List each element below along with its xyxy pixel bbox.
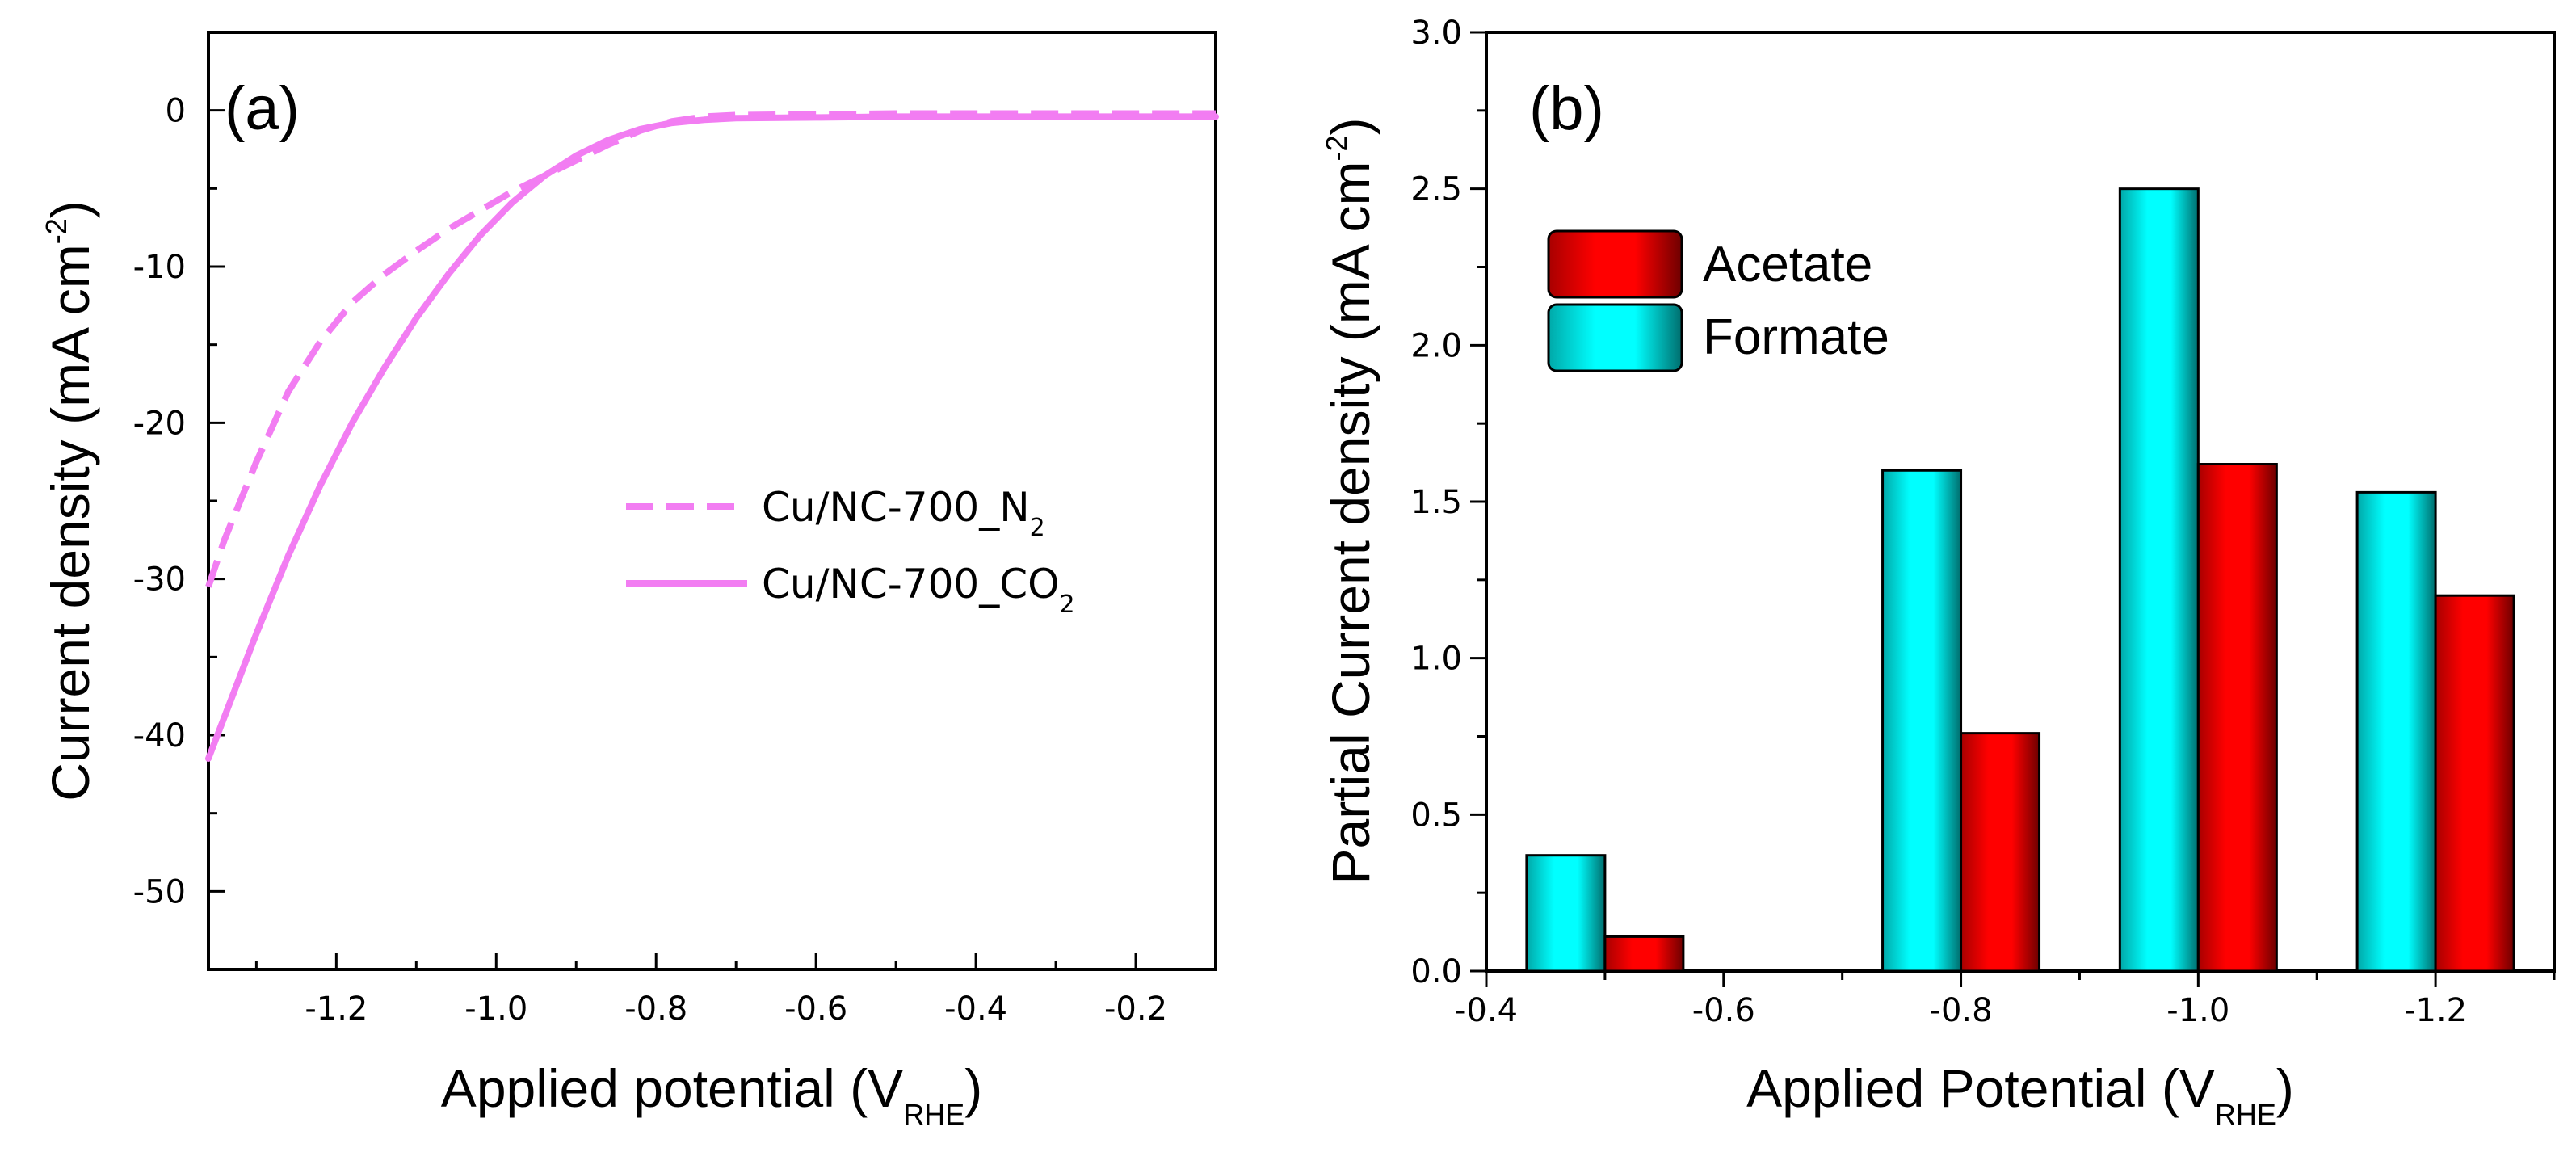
bar-formate--0_5 xyxy=(1525,854,1607,973)
panel-a-legend: Cu/NC-700_N2 Cu/NC-700_CO2 xyxy=(626,484,1075,619)
a-x-tick-label: -0.8 xyxy=(624,990,687,1028)
series-line-n2 xyxy=(205,110,1216,588)
b-x-tick-label: -0.6 xyxy=(1692,992,1755,1029)
panel-b-legend: Acetate Formate xyxy=(1547,229,1889,372)
legend-acetate-swatch xyxy=(1547,229,1683,299)
a-y-tick-label: 0 xyxy=(166,93,186,130)
panel-b-bar-chart: -0.4 -0.6 -0.8 -1.0 -1.2 0.0 0.5 1.0 1.5 2.0 2.5 3.… xyxy=(1320,15,2556,1131)
bar-acetate--1 xyxy=(2196,463,2278,973)
panel-a-x-axis-title: Applied potential (VRHE) xyxy=(441,1058,982,1131)
bar-acetate--1_2 xyxy=(2434,594,2515,973)
b-y-tick-label: 1.0 xyxy=(1410,641,1462,678)
b-x-tick-label: -1.2 xyxy=(2404,992,2467,1029)
a-x-tick-label: -1.2 xyxy=(305,990,368,1028)
panel-b-bars xyxy=(1525,187,2515,973)
a-y-tick-label: -30 xyxy=(133,561,186,599)
b-x-tick-label: -0.8 xyxy=(1930,992,1993,1029)
series-line-co2 xyxy=(205,113,1219,762)
panel-a-ticks: -1.2 -1.0 -0.8 -0.6 -0.4 -0.2 0 -10 -20 -30 -40 -50 xyxy=(133,93,1167,1028)
panel-b-y-axis-title: Partial Current density (mA cm-2) xyxy=(1320,118,1380,885)
b-x-tick-label: -0.4 xyxy=(1455,992,1518,1029)
a-x-tick-label: -0.6 xyxy=(784,990,847,1028)
panel-a-series xyxy=(205,110,1219,762)
legend-acetate-label: Acetate xyxy=(1703,237,1872,292)
legend-formate-label: Formate xyxy=(1703,309,1889,365)
bar-formate--1 xyxy=(2118,187,2200,973)
b-y-tick-label: 3.0 xyxy=(1410,15,1462,52)
legend-formate-swatch xyxy=(1547,303,1683,372)
panel-b-x-axis-title: Applied Potential (VRHE) xyxy=(1746,1058,2294,1131)
a-x-tick-label: -1.0 xyxy=(464,990,527,1028)
bar-formate--0_8 xyxy=(1881,469,1963,973)
b-y-tick-label: 0.5 xyxy=(1410,797,1462,834)
legend-n2-label: Cu/NC-700_N2 xyxy=(762,484,1045,542)
panel-a-plot-frame xyxy=(207,31,1217,971)
b-y-tick-label: 2.0 xyxy=(1410,327,1462,364)
panel-a-y-axis-title: Current density (mA cm-2) xyxy=(40,200,100,801)
panel-b-label: (b) xyxy=(1529,74,1604,143)
legend-co2-label: Cu/NC-700_CO2 xyxy=(762,561,1075,619)
b-y-tick-label: 0.0 xyxy=(1410,953,1462,990)
bar-acetate--0_8 xyxy=(1960,732,2041,973)
bar-acetate--0_5 xyxy=(1603,935,1685,973)
a-y-tick-label: -10 xyxy=(133,249,186,286)
a-x-tick-label: -0.2 xyxy=(1104,990,1167,1028)
a-y-tick-label: -40 xyxy=(133,717,186,755)
a-y-tick-label: -50 xyxy=(133,873,186,910)
a-y-tick-label: -20 xyxy=(133,405,186,442)
bar-formate--1_2 xyxy=(2355,490,2437,973)
panel-a-line-chart: -1.2 -1.0 -0.8 -0.6 -0.4 -0.2 0 -10 -20 -30 -40 -50… xyxy=(40,31,1219,1131)
b-y-tick-label: 1.5 xyxy=(1410,484,1462,521)
b-x-tick-label: -1.0 xyxy=(2166,992,2229,1029)
panel-a-label: (a) xyxy=(225,74,300,143)
a-x-tick-label: -0.4 xyxy=(944,990,1007,1028)
b-y-tick-label: 2.5 xyxy=(1410,171,1462,208)
panel-b-ticks: -0.4 -0.6 -0.8 -1.0 -1.2 0.0 0.5 1.0 1.5 2.0 2.5 3.… xyxy=(1410,15,2556,1029)
